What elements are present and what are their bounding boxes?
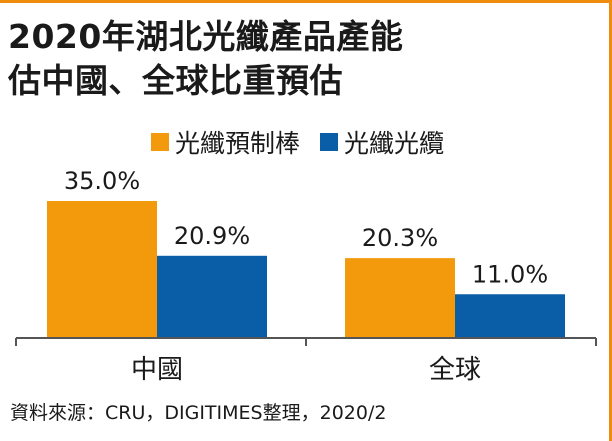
bar-2-2 — [455, 294, 565, 337]
data-label-2-1: 20.9% — [174, 222, 250, 250]
category-label-1: 中國 — [131, 355, 183, 385]
legend-label-series-2: 光纖光纜 — [344, 129, 445, 158]
bar-2-1 — [157, 255, 267, 337]
chart-legend: 光纖預制棒 光纖光纜 — [151, 124, 464, 160]
chart-title-line-1: 2020年湖北光纖產品產能 — [8, 17, 404, 56]
legend-label-series-1: 光纖預制棒 — [175, 129, 301, 158]
data-label-1-1: 35.0% — [64, 167, 140, 195]
legend-swatch-series-2 — [320, 133, 339, 151]
bar-1-1 — [47, 201, 157, 337]
right-accent-rule — [609, 0, 612, 441]
bar-1-2 — [345, 258, 455, 337]
data-label-2-2: 11.0% — [472, 260, 548, 288]
chart-title-line-2: 估中國、全球比重預估 — [8, 61, 343, 100]
data-label-1-2: 20.3% — [362, 224, 438, 252]
category-label-2: 全球 — [429, 355, 481, 385]
source-note: 資料來源：CRU，DIGITIMES整理，2020/2 — [10, 402, 387, 424]
legend-swatch-series-1 — [151, 133, 169, 151]
top-accent-rule — [0, 0, 612, 3]
legend-item-series-1: 光纖預制棒 — [151, 124, 300, 160]
legend-item-series-2: 光纖光纜 — [320, 124, 444, 160]
